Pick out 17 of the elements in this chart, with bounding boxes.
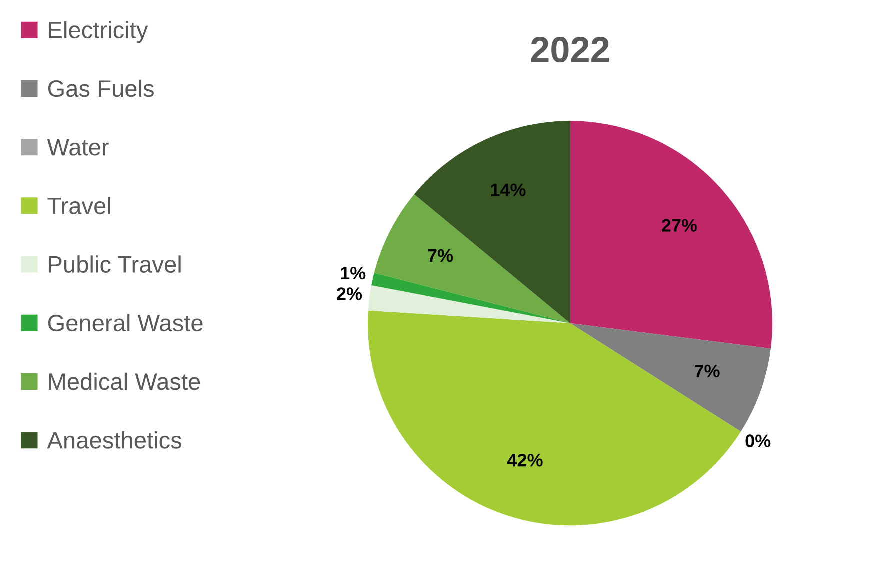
legend-label: Water: [47, 139, 109, 156]
data-label: 42%: [507, 454, 543, 467]
data-label: 7%: [428, 249, 454, 262]
legend-label: Travel: [48, 197, 110, 214]
legend-label: Anaesthetics: [47, 432, 182, 449]
chart-title: 2022: [531, 37, 609, 63]
data-label: 1%: [341, 266, 366, 280]
legend-label: Electricity: [49, 21, 148, 44]
data-label: 27%: [662, 219, 698, 232]
text: 0%: [746, 434, 771, 448]
legend-label: Public Travel: [49, 256, 181, 274]
data-label: 14%: [491, 184, 526, 196]
data-label: 7%: [694, 364, 720, 378]
legend-label: Gas Fuels: [48, 80, 154, 98]
legend-label: General Waste: [48, 314, 203, 332]
data-label: 2%: [337, 288, 362, 300]
legend-label: Medical Waste: [49, 372, 200, 390]
